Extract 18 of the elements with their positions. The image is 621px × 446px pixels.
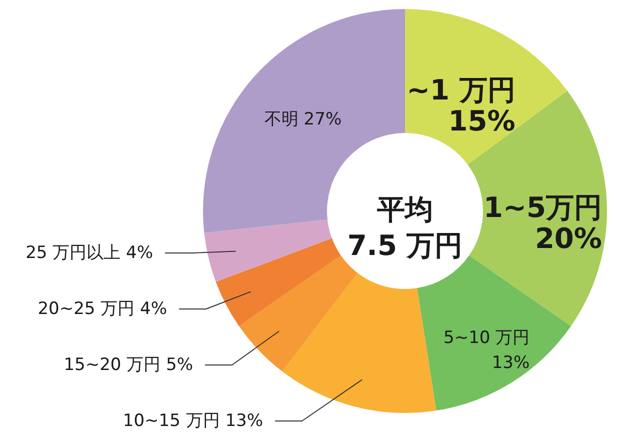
slice-label: 1~5万円 [484, 190, 602, 224]
data-label: 15% [448, 104, 516, 138]
donut-slice [405, 9, 568, 165]
donut-slice [216, 238, 341, 326]
slice-label: 5~10 万円 [444, 328, 530, 348]
slice-label: 10~15 万円 13% [122, 411, 263, 431]
text: 平均 7.5 万円 [347, 193, 463, 262]
slice-label: ~1 万円 [406, 73, 516, 106]
donut-slice [204, 219, 332, 282]
data-label: 20% [534, 222, 602, 255]
donut-slice [203, 9, 405, 233]
donut-slice [282, 272, 436, 413]
slice-label: 25 万円以上 4% [26, 243, 153, 263]
donut-slice [239, 255, 358, 372]
data-label: 13% [492, 353, 530, 374]
slice-label: 不明 27% [264, 110, 342, 130]
slice-label: 15~20 万円 5% [64, 355, 193, 375]
slice-label: 20~25 万円 4% [38, 299, 167, 319]
